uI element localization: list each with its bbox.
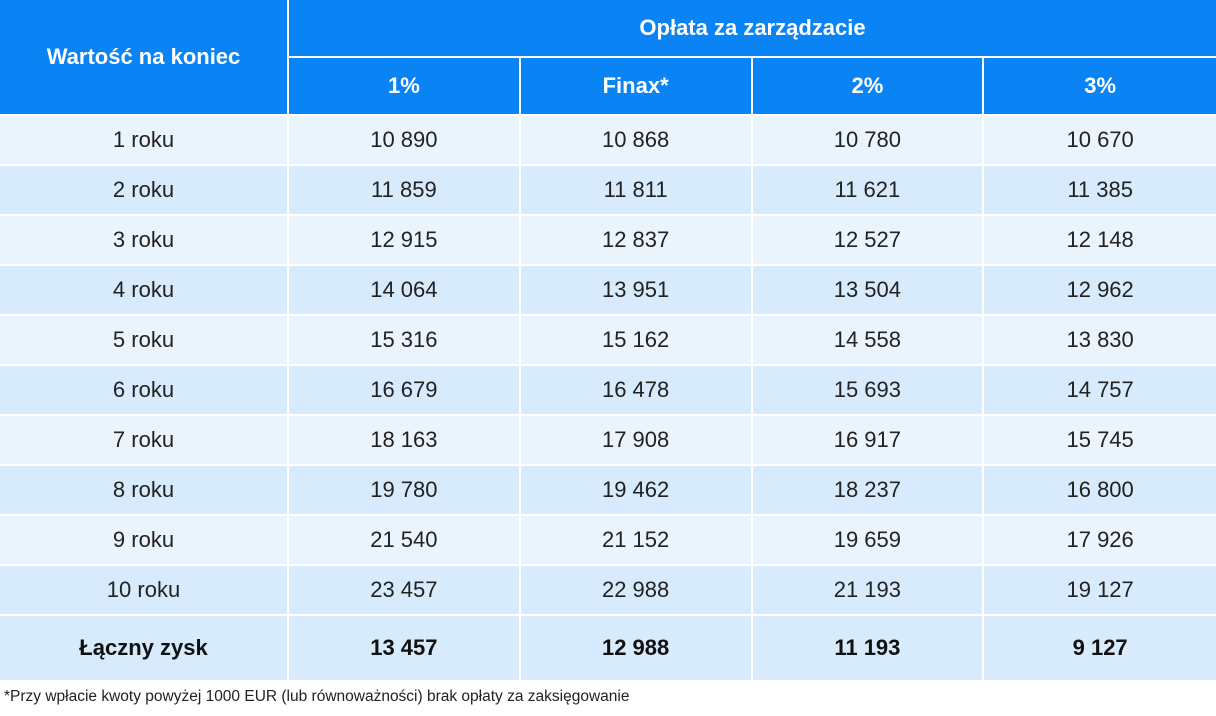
table-cell: 11 385 xyxy=(984,166,1216,216)
table-cell: 12 148 xyxy=(984,216,1216,266)
row-label: 8 roku xyxy=(0,466,289,516)
table-cell: 21 540 xyxy=(289,516,521,566)
table-cell: 16 917 xyxy=(752,416,985,466)
table-cell: 21 152 xyxy=(520,516,753,566)
table-cell: 11 621 xyxy=(752,166,985,216)
row-label: 6 roku xyxy=(0,366,289,416)
table-cell: 15 693 xyxy=(752,366,985,416)
fee-comparison-table: Wartość na koniec Opłata za zarządzacie … xyxy=(0,0,1216,682)
table-cell: 19 659 xyxy=(752,516,985,566)
table-cell: 17 926 xyxy=(984,516,1216,566)
table-cell: 13 830 xyxy=(984,316,1216,366)
table-row: 8 roku 19 780 19 462 18 237 16 800 xyxy=(0,466,1216,516)
row-label: 4 roku xyxy=(0,266,289,316)
table-cell: 15 162 xyxy=(520,316,753,366)
table-cell: 16 679 xyxy=(289,366,521,416)
table-cell: 10 868 xyxy=(520,116,753,166)
table-cell: 19 127 xyxy=(984,566,1216,616)
table-row: 2 roku 11 859 11 811 11 621 11 385 xyxy=(0,166,1216,216)
table-cell: 12 915 xyxy=(289,216,521,266)
table-row: 5 roku 15 316 15 162 14 558 13 830 xyxy=(0,316,1216,366)
column-header-3pct: 3% xyxy=(984,58,1216,116)
table-row: 10 roku 23 457 22 988 21 193 19 127 xyxy=(0,566,1216,616)
table-cell: 12 527 xyxy=(752,216,985,266)
row-header-label: Wartość na koniec xyxy=(0,0,289,116)
row-label: 9 roku xyxy=(0,516,289,566)
table-body: 1 roku 10 890 10 868 10 780 10 670 2 roku 11 8… xyxy=(0,116,1216,682)
table-cell: 10 890 xyxy=(289,116,521,166)
column-header-finax: Finax* xyxy=(520,58,753,116)
table-row: 1 roku 10 890 10 868 10 780 10 670 xyxy=(0,116,1216,166)
total-cell: 13 457 xyxy=(289,616,521,682)
table-row: 7 roku 18 163 17 908 16 917 15 745 xyxy=(0,416,1216,466)
table-cell: 11 859 xyxy=(289,166,521,216)
table-cell: 23 457 xyxy=(289,566,521,616)
table-cell: 10 670 xyxy=(984,116,1216,166)
table-cell: 12 962 xyxy=(984,266,1216,316)
row-label: 3 roku xyxy=(0,216,289,266)
table-cell: 10 780 xyxy=(752,116,985,166)
table-cell: 17 908 xyxy=(520,416,753,466)
row-label: 1 roku xyxy=(0,116,289,166)
row-label: 2 roku xyxy=(0,166,289,216)
table-cell: 14 064 xyxy=(289,266,521,316)
total-row: Łączny zysk 13 457 12 988 11 193 9 127 xyxy=(0,616,1216,682)
table-cell: 16 478 xyxy=(520,366,753,416)
table-cell: 11 811 xyxy=(520,166,753,216)
table-row: 6 roku 16 679 16 478 15 693 14 757 xyxy=(0,366,1216,416)
table-cell: 18 237 xyxy=(752,466,985,516)
table-cell: 22 988 xyxy=(520,566,753,616)
table-cell: 14 558 xyxy=(752,316,985,366)
footnote: *Przy wpłacie kwoty powyżej 1000 EUR (lu… xyxy=(4,688,630,705)
row-label: 10 roku xyxy=(0,566,289,616)
table-cell: 19 780 xyxy=(289,466,521,516)
total-label: Łączny zysk xyxy=(0,616,289,682)
row-label: 5 roku xyxy=(0,316,289,366)
table-cell: 16 800 xyxy=(984,466,1216,516)
table-row: 4 roku 14 064 13 951 13 504 12 962 xyxy=(0,266,1216,316)
group-header: Opłata za zarządzacie xyxy=(289,0,1216,58)
table-cell: 15 745 xyxy=(984,416,1216,466)
table-cell: 18 163 xyxy=(289,416,521,466)
table-cell: 13 504 xyxy=(752,266,985,316)
table-cell: 13 951 xyxy=(520,266,753,316)
table-cell: 14 757 xyxy=(984,366,1216,416)
table-cell: 12 837 xyxy=(520,216,753,266)
total-cell: 12 988 xyxy=(520,616,753,682)
column-header-1pct: 1% xyxy=(289,58,521,116)
column-header-2pct: 2% xyxy=(752,58,985,116)
total-cell: 11 193 xyxy=(752,616,985,682)
table-cell: 19 462 xyxy=(520,466,753,516)
table-row: 9 roku 21 540 21 152 19 659 17 926 xyxy=(0,516,1216,566)
table-cell: 21 193 xyxy=(752,566,985,616)
table-row: 3 roku 12 915 12 837 12 527 12 148 xyxy=(0,216,1216,266)
row-label: 7 roku xyxy=(0,416,289,466)
total-cell: 9 127 xyxy=(984,616,1216,682)
table-cell: 15 316 xyxy=(289,316,521,366)
